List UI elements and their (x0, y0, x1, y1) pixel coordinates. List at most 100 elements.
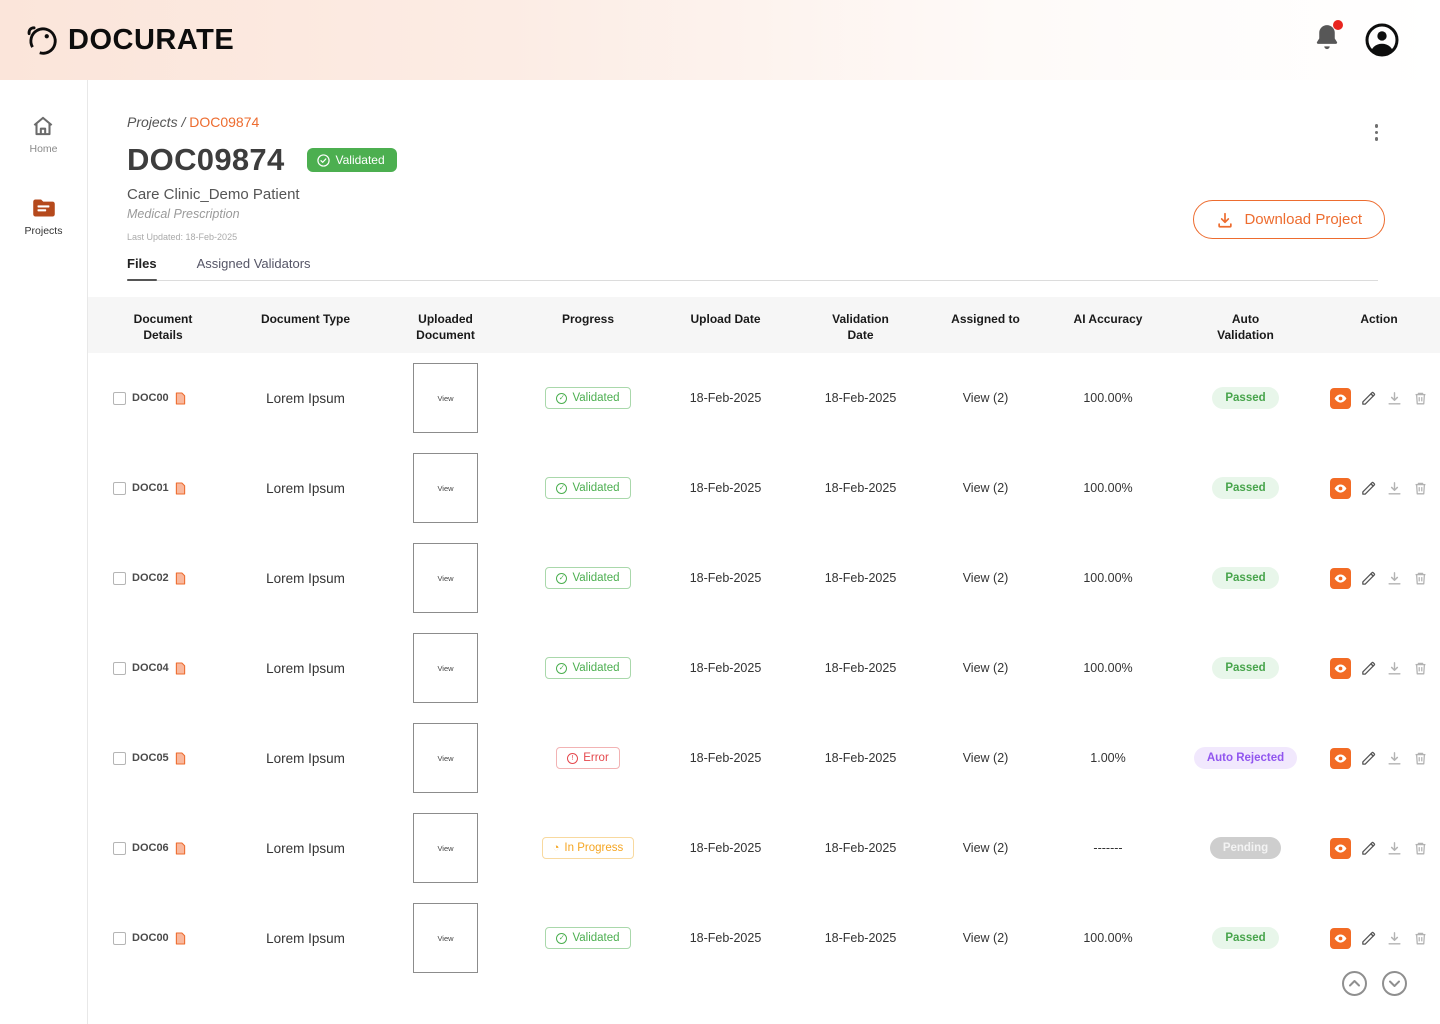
assigned-to-link[interactable]: View (2) (962, 841, 1009, 855)
view-action-icon[interactable] (1329, 387, 1351, 409)
edit-action-icon[interactable] (1360, 480, 1377, 497)
delete-action-icon[interactable] (1412, 930, 1429, 947)
sidebar-item-projects[interactable]: Projects (24, 195, 63, 237)
row-checkbox[interactable] (113, 931, 126, 945)
download-icon (1218, 212, 1233, 228)
check-circle-icon (316, 153, 330, 167)
assigned-to-link[interactable]: View (2) (962, 391, 1009, 405)
uploaded-document-thumbnail[interactable]: View (413, 813, 478, 883)
edit-action-icon[interactable] (1360, 660, 1377, 677)
more-options-icon[interactable] (1371, 120, 1383, 145)
auto-validation-badge: Passed (1212, 927, 1279, 949)
row-checkbox[interactable] (113, 841, 126, 855)
auto-validation-badge: Passed (1212, 387, 1279, 409)
edit-action-icon[interactable] (1360, 750, 1377, 767)
user-avatar-icon[interactable] (1364, 22, 1400, 58)
main-content: Projects / DOC09874 DOC09874 Validated C… (88, 80, 1440, 1024)
column-header: AI Accuracy (1073, 312, 1143, 326)
sidebar-item-home[interactable]: Home (29, 113, 58, 155)
view-action-icon[interactable] (1329, 477, 1351, 499)
table-row: DOC00 Lorem Ipsum View ✓ Validated 18-Fe… (88, 353, 1440, 443)
uploaded-document-thumbnail[interactable]: View (413, 453, 478, 523)
uploaded-document-thumbnail[interactable]: View (413, 723, 478, 793)
assigned-to-link[interactable]: View (2) (962, 931, 1009, 945)
uploaded-document-thumbnail[interactable]: View (413, 633, 478, 703)
document-id: DOC04 (132, 662, 169, 674)
tab-assigned-validators[interactable]: Assigned Validators (196, 256, 311, 271)
table-row: DOC06 Lorem Ipsum View ◔ In Progress 18-… (88, 803, 1440, 893)
breadcrumb: Projects / DOC09874 (127, 114, 1440, 130)
column-header: Validation Date (832, 312, 889, 343)
delete-action-icon[interactable] (1412, 570, 1429, 587)
row-checkbox[interactable] (113, 571, 126, 585)
assigned-to-link[interactable]: View (2) (962, 661, 1009, 675)
assigned-to-link[interactable]: View (2) (962, 751, 1009, 765)
edit-action-icon[interactable] (1360, 930, 1377, 947)
tab-bar: Files Assigned Validators (127, 256, 1378, 281)
patient-name: Care Clinic_Demo Patient (127, 186, 300, 203)
breadcrumb-current[interactable]: DOC09874 (189, 114, 260, 130)
download-action-icon[interactable] (1386, 840, 1403, 857)
download-project-button[interactable]: Download Project (1193, 200, 1385, 239)
row-checkbox[interactable] (113, 391, 126, 405)
download-action-icon[interactable] (1386, 750, 1403, 767)
delete-action-icon[interactable] (1412, 480, 1429, 497)
upload-date-cell: 18-Feb-2025 (689, 931, 762, 945)
progress-badge: ✓ Validated (545, 387, 631, 409)
delete-action-icon[interactable] (1412, 840, 1429, 857)
progress-badge: ✓ Validated (545, 657, 631, 679)
scroll-down-button[interactable] (1381, 970, 1408, 997)
project-status-badge: Validated (306, 148, 397, 172)
column-header: Document Type (260, 312, 351, 326)
row-checkbox[interactable] (113, 661, 126, 675)
table-body: DOC00 Lorem Ipsum View ✓ Validated 18-Fe… (88, 353, 1440, 983)
attachment-doc-icon (175, 751, 186, 765)
table-row: DOC00 Lorem Ipsum View ✓ Validated 18-Fe… (88, 893, 1440, 983)
edit-action-icon[interactable] (1360, 840, 1377, 857)
column-header: Progress (561, 312, 615, 326)
document-type-cell: Lorem Ipsum (266, 930, 345, 946)
document-type-cell: Lorem Ipsum (266, 480, 345, 496)
view-action-icon[interactable] (1329, 567, 1351, 589)
delete-action-icon[interactable] (1412, 390, 1429, 407)
uploaded-document-thumbnail[interactable]: View (413, 903, 478, 973)
view-action-icon[interactable] (1329, 657, 1351, 679)
row-checkbox[interactable] (113, 481, 126, 495)
tab-files[interactable]: Files (127, 256, 157, 281)
assigned-to-link[interactable]: View (2) (962, 571, 1009, 585)
document-id: DOC02 (132, 572, 169, 584)
document-type-cell: Lorem Ipsum (266, 390, 345, 406)
column-header: Assigned to (951, 312, 1020, 326)
edit-action-icon[interactable] (1360, 390, 1377, 407)
row-checkbox[interactable] (113, 751, 126, 765)
download-action-icon[interactable] (1386, 930, 1403, 947)
view-action-icon[interactable] (1329, 837, 1351, 859)
breadcrumb-projects-link[interactable]: Projects / (127, 114, 186, 130)
uploaded-document-thumbnail[interactable]: View (413, 543, 478, 613)
validation-date-cell: 18-Feb-2025 (824, 661, 897, 675)
auto-validation-badge: Passed (1212, 477, 1279, 499)
download-action-icon[interactable] (1386, 660, 1403, 677)
sidebar-item-label: Projects (24, 225, 63, 237)
progress-badge: ✓ Validated (545, 927, 631, 949)
scroll-up-button[interactable] (1341, 970, 1368, 997)
delete-action-icon[interactable] (1412, 660, 1429, 677)
sidebar-item-label: Home (29, 143, 58, 155)
document-id: DOC06 (132, 842, 169, 854)
edit-action-icon[interactable] (1360, 570, 1377, 587)
download-action-icon[interactable] (1386, 390, 1403, 407)
view-label: View (437, 573, 454, 583)
validation-date-cell: 18-Feb-2025 (824, 391, 897, 405)
auto-validation-badge: Passed (1212, 657, 1279, 679)
uploaded-document-thumbnail[interactable]: View (413, 363, 478, 433)
view-action-icon[interactable] (1329, 927, 1351, 949)
progress-status-icon: ✓ (556, 572, 568, 584)
view-label: View (437, 483, 454, 493)
view-action-icon[interactable] (1329, 747, 1351, 769)
notification-bell-icon[interactable] (1312, 19, 1343, 59)
document-id: DOC01 (132, 482, 169, 494)
download-action-icon[interactable] (1386, 570, 1403, 587)
delete-action-icon[interactable] (1412, 750, 1429, 767)
download-action-icon[interactable] (1386, 480, 1403, 497)
assigned-to-link[interactable]: View (2) (962, 481, 1009, 495)
